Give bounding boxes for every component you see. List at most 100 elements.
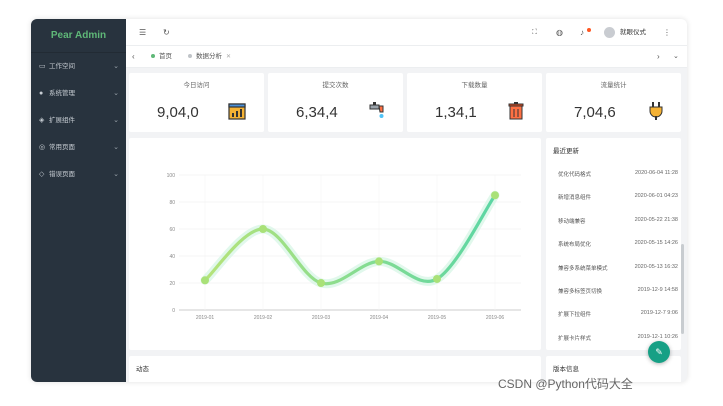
notification-badge: [587, 28, 591, 32]
theme-fab-button[interactable]: ✎: [648, 341, 670, 363]
sidebar-item[interactable]: ◎ 常用页面 ⌄: [31, 134, 126, 161]
menu-toggle-icon[interactable]: ☰: [139, 28, 147, 37]
sidebar: Pear Admin ▭ 工作空间 ⌄ ● 系统管理 ⌄ ◈ 扩展组件 ⌄ ◎ 常用页面 ⌄ ◇ 错误页面…: [31, 19, 126, 382]
plug-icon: [649, 102, 663, 120]
app-window: Pear Admin ▭ 工作空间 ⌄ ● 系统管理 ⌄ ◈ 扩展组件 ⌄ ◎ 常用页面 ⌄ ◇ 错误页面…: [31, 19, 687, 382]
sidebar-item-label: 错误页面: [49, 171, 75, 178]
sidebar-item[interactable]: ◇ 错误页面 ⌄: [31, 161, 126, 188]
sidebar-item-label: 扩展组件: [49, 117, 75, 124]
update-label: 新增消息组件: [558, 195, 592, 202]
tab-bar: ‹ 首页 数据分析 ✕ › ⌄: [126, 46, 687, 68]
avatar[interactable]: [604, 27, 615, 38]
stat-card-downloads: 下载数量 1,34,1: [407, 73, 542, 132]
panel-title: 版本信息: [553, 366, 579, 373]
panel-title: 最近更新: [553, 148, 579, 155]
stat-value: 9,04,0: [157, 104, 199, 121]
watermark: CSDN @Python代码大全: [498, 377, 633, 391]
update-time: 2019-12-7 9:06: [640, 310, 678, 317]
chart-window-icon: [228, 103, 246, 120]
page-icon: ◎: [39, 144, 46, 151]
chevron-down-icon[interactable]: ⌄: [673, 53, 679, 60]
list-item[interactable]: 优化代码格式 2020-06-04 11:28: [558, 170, 678, 178]
sidebar-item[interactable]: ◈ 扩展组件 ⌄: [31, 107, 126, 134]
stat-label: 提交次数: [322, 82, 349, 89]
scrollbar[interactable]: [681, 244, 684, 334]
stat-label: 今日访问: [183, 82, 210, 89]
update-label: 优化代码格式: [558, 172, 592, 178]
x-tick-label: 2019-06: [486, 315, 505, 321]
update-label: 移动端兼容: [558, 218, 586, 225]
stat-label: 流量统计: [600, 82, 627, 89]
refresh-icon[interactable]: ↻: [163, 28, 170, 37]
y-tick-label: 20: [169, 281, 175, 287]
stat-card-visits: 今日访问 9,04,0: [129, 73, 264, 132]
chevron-down-icon: ⌄: [113, 171, 119, 178]
update-time: 2020-06-01 04:23: [634, 193, 678, 200]
tab-dot: [188, 54, 192, 59]
y-tick-label: 40: [169, 254, 175, 260]
stat-label: 下载数量: [461, 82, 488, 89]
list-item[interactable]: 扩展下拉组件 2019-12-7 9:06: [558, 310, 678, 318]
list-item[interactable]: 兼容多系统菜单模式 2020-05-13 16:32: [558, 264, 678, 272]
panel-title: 动态: [136, 366, 149, 373]
activity-panel: 动态: [129, 356, 541, 382]
x-tick-label: 2019-05: [428, 315, 447, 321]
x-tick-label: 2019-02: [254, 315, 273, 321]
y-tick-label: 100: [167, 173, 176, 179]
sidebar-item[interactable]: ▭ 工作空间 ⌄: [31, 53, 126, 80]
tab-analysis[interactable]: 数据分析 ✕: [188, 46, 231, 68]
gear-icon: ●: [39, 90, 44, 97]
stat-value: 1,34,1: [435, 104, 477, 121]
palette-icon: ✎: [655, 347, 663, 357]
monitor-icon: ▭: [39, 63, 46, 70]
username[interactable]: 就眼仪式: [620, 29, 646, 36]
list-item[interactable]: 系统布局优化 2020-05-15 14:26: [558, 240, 678, 248]
tab-prev-icon[interactable]: ‹: [132, 52, 135, 61]
more-icon[interactable]: ⋮: [663, 28, 671, 37]
sidebar-menu: ▭ 工作空间 ⌄ ● 系统管理 ⌄ ◈ 扩展组件 ⌄ ◎ 常用页面 ⌄ ◇ 错误页面 ⌄: [31, 53, 126, 188]
stat-card-submits: 提交次数 6,34,4: [268, 73, 403, 132]
close-icon[interactable]: ✕: [226, 54, 232, 60]
line-chart-card: 0 20 40 60 80 100 2019-01 2019-02 2019-03 2019-04…: [129, 138, 541, 350]
stat-value: 6,34,4: [296, 104, 338, 121]
update-time: 2020-05-13 16:32: [634, 263, 678, 270]
data-point: [375, 257, 383, 266]
app-logo[interactable]: Pear Admin: [31, 19, 126, 53]
tab-home[interactable]: 首页: [151, 46, 172, 68]
stat-card-traffic: 流量统计 7,04,6: [546, 73, 681, 132]
x-tick-label: 2019-03: [312, 315, 331, 321]
update-time: 2020-05-22 21:38: [634, 216, 678, 223]
update-time: 2020-05-15 14:26: [634, 240, 678, 247]
chevron-down-icon: ⌄: [113, 63, 119, 70]
list-item[interactable]: 移动端兼容 2020-05-22 21:38: [558, 217, 678, 225]
x-tick-label: 2019-01: [196, 315, 215, 321]
faucet-icon: [369, 102, 384, 118]
y-tick-label: 60: [169, 227, 175, 233]
globe-icon[interactable]: ◍: [556, 28, 563, 37]
chevron-down-icon: ⌄: [113, 90, 119, 97]
data-point: [433, 274, 441, 283]
trash-icon: [508, 102, 524, 120]
list-item[interactable]: 新增消息组件 2020-06-01 04:23: [558, 193, 678, 201]
chevron-down-icon: ⌄: [113, 144, 119, 151]
fullscreen-icon[interactable]: ⛶: [532, 29, 537, 36]
tab-next-icon[interactable]: ›: [657, 52, 660, 61]
sidebar-item-label: 常用页面: [49, 144, 75, 151]
bell-icon[interactable]: ♪: [580, 28, 584, 37]
update-time: 2020-06-04 11:28: [634, 170, 678, 176]
sidebar-item-label: 系统管理: [49, 90, 75, 97]
list-item[interactable]: 扩展卡片样式 2019-12-1 10:26: [558, 334, 678, 342]
update-label: 扩展下拉组件: [558, 312, 592, 319]
sidebar-item[interactable]: ● 系统管理 ⌄: [31, 80, 126, 107]
line-chart: 0 20 40 60 80 100 2019-01 2019-02 2019-03 2019-04…: [167, 173, 521, 321]
update-time: 2019-12-1 10:26: [637, 333, 678, 340]
update-label: 系统布局优化: [558, 242, 592, 249]
update-label: 兼容多系统菜单模式: [558, 265, 608, 272]
y-tick-label: 0: [172, 308, 175, 314]
x-tick-label: 2019-04: [370, 315, 389, 321]
series-line: [203, 193, 497, 286]
list-item[interactable]: 兼容多标签页切换 2019-12-9 14:58: [558, 287, 678, 295]
updates-panel: 最近更新 优化代码格式 2020-06-04 11:28 新增消息组件 2020-06…: [546, 138, 681, 350]
data-point: [201, 276, 209, 285]
series-line-glow: [200, 190, 500, 289]
